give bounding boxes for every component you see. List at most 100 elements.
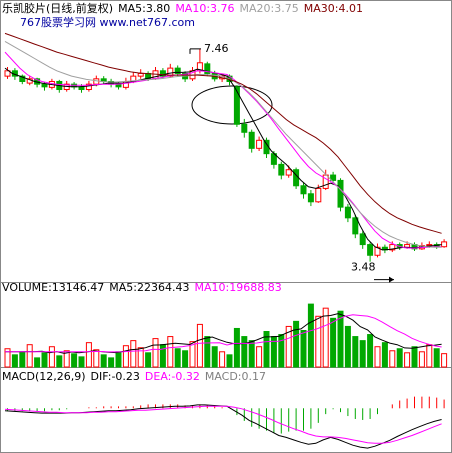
volume-bar <box>256 346 263 368</box>
volume-bar <box>196 323 203 368</box>
volume-bar <box>389 350 396 368</box>
subtitle: 767股票学习网 www.net767.com <box>20 15 195 29</box>
volume-bar <box>233 327 240 368</box>
legend-entry: MA5:22364.43 <box>109 281 189 294</box>
candle-body <box>330 174 337 181</box>
legend-entry: MA10:19688.83 <box>194 281 281 294</box>
arrow-head <box>389 276 394 283</box>
volume-bar <box>204 336 211 368</box>
annotation-label: 3.48 <box>351 261 376 274</box>
volume-bar <box>307 303 314 368</box>
volume-bar <box>34 357 41 368</box>
candle-body <box>337 179 344 208</box>
ma-line <box>4 51 442 249</box>
volume-bar <box>381 342 388 368</box>
ma-line <box>4 67 442 251</box>
candle-body <box>293 169 300 187</box>
candle-body <box>344 206 351 219</box>
candle-body <box>233 86 240 125</box>
volume-bar <box>263 331 270 368</box>
volume-bar <box>441 353 448 368</box>
volume-bar <box>219 351 226 368</box>
volume-bar <box>56 355 63 368</box>
volume-bar <box>85 342 92 368</box>
legend-entry: MA5:3.80 <box>118 2 170 15</box>
volume-bar <box>322 307 329 368</box>
volume-bar <box>115 351 122 368</box>
legend-entry: DIF:-0.23 <box>91 370 140 383</box>
volume-bar <box>418 351 425 368</box>
candle-body <box>367 244 374 256</box>
highlight-ellipse <box>191 85 273 125</box>
volume-bar <box>19 351 26 368</box>
candle-body <box>174 67 181 74</box>
volume-bar <box>189 341 196 368</box>
candle-body <box>152 70 159 80</box>
candle-body <box>204 63 211 74</box>
panel-header: 乐凯胶片(日线,前复权) MA5:3.80 MA10:3.76 MA20:3.75 MA… <box>2 1 363 15</box>
volume-bar <box>145 352 152 368</box>
volume-bar <box>315 315 322 368</box>
volume-bar <box>63 350 70 368</box>
legend-entry: DEA:-0.32 <box>145 370 200 383</box>
volume-bar <box>426 344 433 368</box>
volume-bar <box>300 329 307 368</box>
annotation-label: 7.46 <box>204 42 229 55</box>
candle-body <box>389 244 396 251</box>
candle-body <box>85 83 92 91</box>
volume-bar <box>248 340 255 368</box>
candle-body <box>159 70 166 77</box>
candle-body <box>248 131 255 149</box>
candle-body <box>19 75 26 82</box>
ma-line <box>5 313 442 354</box>
volume-bar <box>433 348 440 368</box>
volume-bar <box>330 317 337 368</box>
panel-title: 乐凯胶片(日线,前复权) <box>2 1 113 15</box>
volume-bar <box>278 334 285 368</box>
volume-bar <box>285 325 292 368</box>
ma-line <box>4 405 442 444</box>
candle-body <box>307 193 314 203</box>
candle-body <box>256 139 263 149</box>
volume-bar <box>100 354 107 368</box>
volume-bar <box>93 349 100 368</box>
legend-entry: MA10:3.76 <box>175 2 234 15</box>
volume-bar <box>211 346 218 368</box>
panel-title: MACD(12,26,9) <box>2 370 86 383</box>
volume-bar <box>241 336 248 368</box>
volume-bar <box>167 336 174 368</box>
volume-bar <box>374 346 381 368</box>
candle-body <box>352 217 359 235</box>
candle-body <box>441 241 448 248</box>
volume-bar <box>182 350 189 368</box>
volume-bar <box>26 344 33 368</box>
volume-bar <box>352 336 359 368</box>
legend-entry: MACD:0.17 <box>205 370 266 383</box>
volume-bar <box>71 353 78 368</box>
legend-entry: MA20:3.75 <box>240 2 299 15</box>
legend-entry: VOLUME:13146.47 <box>2 281 104 294</box>
volume-bar <box>130 340 137 368</box>
volume-bar <box>11 354 18 368</box>
candle-body <box>41 83 48 88</box>
panel-header: MACD(12,26,9) DIF:-0.23 DEA:-0.32 MACD:0.17 <box>2 370 266 383</box>
volume-bar <box>78 356 85 368</box>
ma-line <box>4 32 442 234</box>
volume-bar <box>411 346 418 368</box>
volume-bar <box>152 338 159 368</box>
candle-body <box>285 169 292 176</box>
candle-body <box>241 123 248 133</box>
volume-bar <box>174 348 181 368</box>
volume-bar <box>404 352 411 368</box>
volume-bar <box>293 320 300 368</box>
volume-bar <box>4 348 11 368</box>
volume-bar <box>337 310 344 368</box>
candle-body <box>137 72 144 77</box>
volume-bar <box>41 352 48 368</box>
panel-header: VOLUME:13146.47 MA5:22364.43 MA10:19688.83 <box>2 281 282 294</box>
volume-bar <box>122 345 129 368</box>
candle-body <box>359 233 366 246</box>
ma-line <box>4 40 442 248</box>
